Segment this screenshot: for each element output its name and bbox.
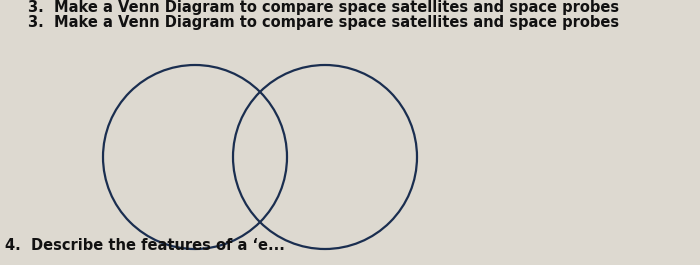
Text: 3.  Make a Venn Diagram to compare space satellites and space probes: 3. Make a Venn Diagram to compare space … xyxy=(28,0,619,15)
Text: 4.  Describe the features of a ‘e...: 4. Describe the features of a ‘e... xyxy=(5,238,285,253)
Text: 3.  Make a Venn Diagram to compare space satellites and space probes: 3. Make a Venn Diagram to compare space … xyxy=(28,15,619,30)
